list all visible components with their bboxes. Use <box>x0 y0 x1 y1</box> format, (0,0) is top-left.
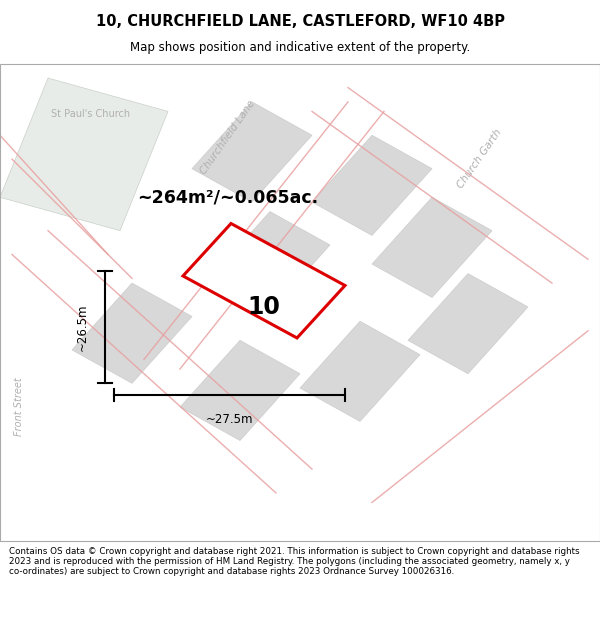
Text: Front Street: Front Street <box>14 378 24 436</box>
Polygon shape <box>183 224 345 338</box>
Text: ~27.5m: ~27.5m <box>206 414 253 426</box>
Polygon shape <box>372 198 492 298</box>
Text: 10: 10 <box>248 295 280 319</box>
Text: Churchfield Lane: Churchfield Lane <box>199 99 257 176</box>
Text: Contains OS data © Crown copyright and database right 2021. This information is : Contains OS data © Crown copyright and d… <box>9 546 580 576</box>
Polygon shape <box>72 283 192 383</box>
Text: ~264m²/~0.065ac.: ~264m²/~0.065ac. <box>137 188 319 206</box>
Polygon shape <box>180 341 300 441</box>
Text: ~26.5m: ~26.5m <box>76 304 89 351</box>
Polygon shape <box>312 135 432 236</box>
Text: 10, CHURCHFIELD LANE, CASTLEFORD, WF10 4BP: 10, CHURCHFIELD LANE, CASTLEFORD, WF10 4… <box>95 14 505 29</box>
Polygon shape <box>300 321 420 421</box>
Text: Church Garth: Church Garth <box>456 127 504 191</box>
Polygon shape <box>210 212 330 312</box>
Text: Map shows position and indicative extent of the property.: Map shows position and indicative extent… <box>130 41 470 54</box>
Polygon shape <box>408 274 528 374</box>
Polygon shape <box>192 102 312 202</box>
Polygon shape <box>0 78 168 231</box>
Text: St Paul's Church: St Paul's Church <box>51 109 130 119</box>
